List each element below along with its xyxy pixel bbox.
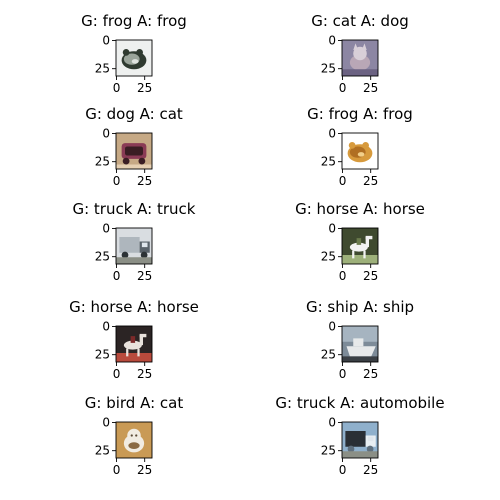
horse-icon [116, 326, 152, 362]
panel-title: G: horse A: horse [295, 200, 425, 218]
panel-title: G: bird A: cat [85, 394, 184, 412]
x-tick-label: 0 [113, 174, 121, 188]
x-tick-label: 0 [339, 174, 347, 188]
axes-frame [115, 132, 153, 170]
axes-frame [341, 39, 379, 77]
axes-frame [341, 421, 379, 459]
truck-icon [116, 228, 152, 264]
x-tick-label: 0 [113, 81, 121, 95]
panel-title: G: truck A: truck [72, 200, 195, 218]
x-tick-label: 25 [137, 269, 152, 283]
horse-icon [342, 228, 378, 264]
y-tick-label: 25 [95, 155, 110, 169]
y-tick-label: 0 [102, 416, 110, 430]
y-tick-label: 0 [328, 127, 336, 141]
axes-frame [341, 132, 379, 170]
y-tick-label: 0 [328, 416, 336, 430]
panel-title: G: frog A: frog [307, 105, 413, 123]
x-tick-label: 0 [113, 463, 121, 477]
x-tick-label: 25 [137, 463, 152, 477]
dog-icon [116, 133, 152, 169]
axes-frame [341, 325, 379, 363]
cat-icon [342, 40, 378, 76]
axes-frame [341, 227, 379, 265]
y-tick-label: 25 [321, 155, 336, 169]
y-tick-label: 25 [95, 250, 110, 264]
x-tick-label: 0 [339, 81, 347, 95]
y-tick-label: 0 [102, 222, 110, 236]
x-tick-label: 25 [363, 367, 378, 381]
y-tick-label: 25 [95, 444, 110, 458]
y-tick-label: 0 [102, 127, 110, 141]
x-tick-label: 25 [363, 174, 378, 188]
bird-icon [116, 422, 152, 458]
panel-title: G: frog A: frog [81, 12, 187, 30]
x-tick-label: 25 [363, 269, 378, 283]
panel-title: G: dog A: cat [85, 105, 183, 123]
ship-icon [342, 326, 378, 362]
y-tick-label: 0 [328, 34, 336, 48]
panel-title: G: cat A: dog [311, 12, 409, 30]
y-tick-label: 0 [102, 320, 110, 334]
x-tick-label: 0 [113, 269, 121, 283]
axes-frame [115, 227, 153, 265]
panel-title: G: truck A: automobile [275, 394, 444, 412]
y-tick-label: 0 [102, 34, 110, 48]
x-tick-label: 25 [363, 463, 378, 477]
x-tick-label: 25 [137, 367, 152, 381]
y-tick-label: 25 [321, 62, 336, 76]
x-tick-label: 25 [363, 81, 378, 95]
x-tick-label: 0 [339, 463, 347, 477]
frog-icon [342, 133, 378, 169]
x-tick-label: 25 [137, 174, 152, 188]
y-tick-label: 0 [328, 222, 336, 236]
panel-title: G: ship A: ship [306, 298, 414, 316]
frog-icon [116, 40, 152, 76]
x-tick-label: 0 [339, 367, 347, 381]
panel-title: G: horse A: horse [69, 298, 199, 316]
y-tick-label: 25 [321, 348, 336, 362]
y-tick-label: 25 [321, 250, 336, 264]
axes-frame [115, 421, 153, 459]
axes-frame [115, 325, 153, 363]
axes-frame [115, 39, 153, 77]
truck-icon [342, 422, 378, 458]
y-tick-label: 25 [95, 62, 110, 76]
y-tick-label: 0 [328, 320, 336, 334]
x-tick-label: 0 [339, 269, 347, 283]
y-tick-label: 25 [95, 348, 110, 362]
x-tick-label: 0 [113, 367, 121, 381]
x-tick-label: 25 [137, 81, 152, 95]
y-tick-label: 25 [321, 444, 336, 458]
